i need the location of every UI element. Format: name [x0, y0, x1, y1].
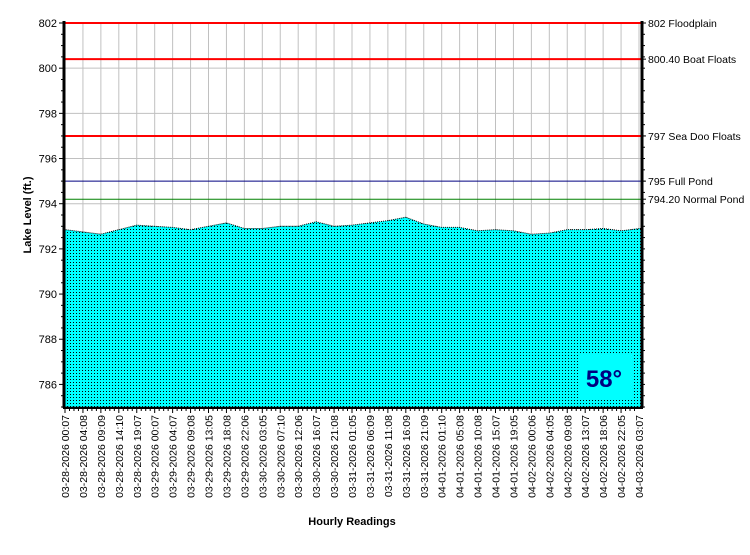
x-tick-label: 03-30-2026 16:07 [311, 415, 323, 498]
x-tick-label: 03-29-2026 09:08 [186, 415, 198, 498]
y-tick-label: 786 [39, 379, 57, 391]
reference-label: 800.40 Boat Floats [648, 54, 736, 66]
y-tick-label: 800 [39, 63, 57, 75]
x-tick-label: 03-28-2026 14:10 [114, 415, 126, 498]
x-tick-label: 04-01-2026 01:10 [437, 415, 449, 498]
x-tick-label: 03-30-2026 12:06 [293, 415, 305, 498]
y-tick-label: 794 [39, 199, 57, 211]
y-tick-label: 796 [39, 154, 57, 166]
y-tick-label: 792 [39, 244, 57, 256]
x-tick-label: 03-29-2026 22:06 [239, 415, 251, 498]
y-tick-label: 790 [39, 289, 57, 301]
x-tick-label: 04-01-2026 10:08 [473, 415, 485, 498]
x-tick-label: 03-28-2026 19:07 [132, 415, 144, 498]
x-tick-label: 03-31-2026 06:09 [365, 415, 377, 498]
x-tick-label: 03-29-2026 13:05 [204, 415, 216, 498]
x-tick-label: 03-28-2026 09:09 [96, 415, 108, 498]
y-tick-label: 798 [39, 108, 57, 120]
reference-label: 802 Floodplain [648, 18, 717, 30]
reference-label: 797 Sea Doo Floats [648, 131, 741, 143]
x-tick-label: 04-01-2026 05:08 [455, 415, 467, 498]
x-tick-label: 03-31-2026 16:09 [401, 415, 413, 498]
y-tick-label: 802 [39, 18, 57, 30]
x-tick-label: 03-29-2026 00:07 [150, 415, 162, 498]
x-tick-label: 03-30-2026 21:08 [329, 415, 341, 498]
temperature-badge [578, 355, 632, 398]
x-tick-label: 04-03-2026 03:07 [634, 415, 646, 498]
y-tick-label: 788 [39, 334, 57, 346]
x-tick-label: 03-31-2026 21:09 [419, 415, 431, 498]
x-tick-label: 04-01-2026 19:05 [508, 415, 520, 498]
x-tick-label: 04-02-2026 00:06 [526, 415, 538, 498]
x-tick-label: 03-30-2026 07:10 [275, 415, 287, 498]
y-axis-title: Lake Level (ft.) [22, 176, 34, 253]
x-tick-label: 03-28-2026 04:08 [78, 415, 90, 498]
x-tick-label: 04-02-2026 18:06 [598, 415, 610, 498]
y-tick-labels: 786 788 790 792 794 796 798 800 802 [39, 18, 57, 391]
reference-label: 795 Full Pond [648, 176, 713, 188]
x-tick-label: 04-02-2026 09:08 [562, 415, 574, 498]
temperature-value: 58° [586, 366, 622, 393]
x-tick-label: 03-29-2026 04:07 [168, 415, 180, 498]
x-axis-title: Hourly Readings [308, 516, 395, 528]
x-tick-labels: 03-28-2026 00:07 03-28-2026 04:08 03-28-20… [60, 415, 646, 498]
lake-level-area [64, 216, 642, 408]
reference-label: 794.20 Normal Pond [648, 194, 744, 206]
x-tick-label: 04-02-2026 22:05 [616, 415, 628, 498]
x-tick-label: 03-28-2026 00:07 [60, 415, 72, 498]
reference-lines: 802 Floodplain 800.40 Boat Floats 797 Sea … [65, 18, 744, 206]
x-tick-label: 03-31-2026 01:05 [347, 415, 359, 498]
axes [59, 21, 645, 413]
x-tick-label: 04-01-2026 15:07 [491, 415, 503, 498]
x-tick-label: 03-30-2026 03:05 [257, 415, 269, 498]
x-tick-label: 04-02-2026 13:07 [580, 415, 592, 498]
x-tick-label: 04-02-2026 04:05 [544, 415, 556, 498]
x-tick-label: 03-29-2026 18:08 [221, 415, 233, 498]
x-tick-label: 03-31-2026 11:08 [383, 415, 395, 497]
